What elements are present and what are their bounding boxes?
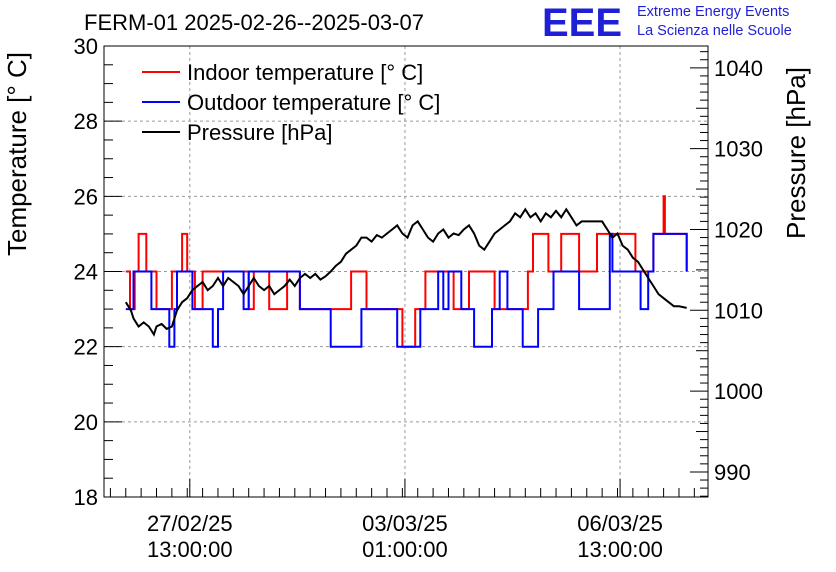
x-tick-label-time: 01:00:00 — [362, 537, 448, 562]
legend-pressure-label: Pressure [hPa] — [187, 120, 333, 145]
pressure-line — [124, 207, 687, 337]
y2-tick-label: 1010 — [714, 298, 763, 323]
x-tick-label-date: 03/03/25 — [362, 511, 448, 536]
logo-line-1: Extreme Energy Events — [637, 4, 790, 20]
x-tick-label-time: 13:00:00 — [147, 537, 233, 562]
y-tick-label: 24 — [74, 260, 98, 285]
y2-tick-label: 1040 — [714, 56, 763, 81]
y2-tick-label: 1030 — [714, 137, 763, 162]
y2-tick-label: 1000 — [714, 379, 763, 404]
y-tick-label: 30 — [74, 34, 98, 59]
y-tick-label: 22 — [74, 335, 98, 360]
eee-logo: EEE — [542, 2, 622, 42]
legend-indoor-label: Indoor temperature [° C] — [187, 60, 423, 85]
chart-title: FERM-01 2025-02-26--2025-03-07 — [84, 10, 424, 35]
y-tick-label: 26 — [74, 184, 98, 209]
y-tick-label: 18 — [74, 485, 98, 510]
eee-logo-letters: EEE — [542, 2, 622, 42]
y2-tick-label: 1020 — [714, 217, 763, 242]
x-tick-label-date: 27/02/25 — [147, 511, 233, 536]
y-axis-title: Temperature [° C] — [2, 52, 32, 256]
y-tick-label: 20 — [74, 410, 98, 435]
x-tick-label-date: 06/03/25 — [577, 511, 663, 536]
outdoor-temperature-line — [125, 232, 688, 348]
eee-logo-text: Extreme Energy Events La Scienza nelle S… — [637, 3, 792, 41]
logo-line-2: La Scienza nelle Scuole — [637, 23, 792, 39]
y-tick-label: 28 — [74, 109, 98, 134]
x-tick-label-time: 13:00:00 — [577, 537, 663, 562]
y2-axis-title: Pressure [hPa] — [781, 67, 811, 239]
legend-outdoor-label: Outdoor temperature [° C] — [187, 90, 440, 115]
y2-tick-label: 990 — [714, 460, 751, 485]
